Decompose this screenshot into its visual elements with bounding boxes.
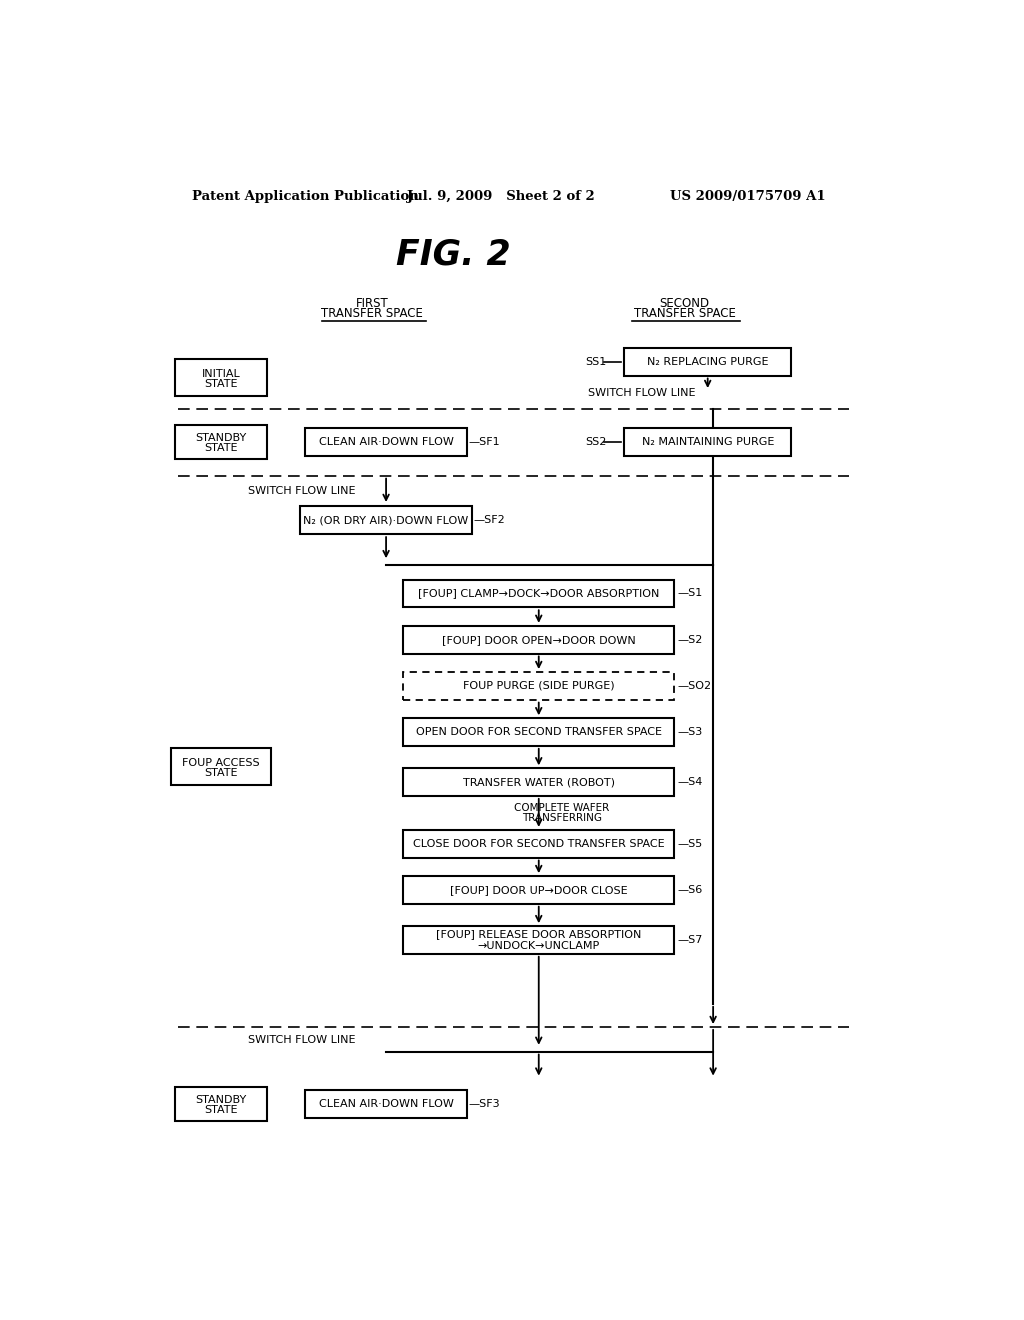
- Text: CLEAN AIR·DOWN FLOW: CLEAN AIR·DOWN FLOW: [318, 437, 454, 446]
- Text: COMPLETE WAFER: COMPLETE WAFER: [514, 804, 609, 813]
- Bar: [300, 507, 472, 535]
- Text: STATE: STATE: [204, 379, 238, 389]
- Bar: [403, 830, 675, 858]
- Text: SS2: SS2: [586, 437, 606, 446]
- Bar: [171, 748, 270, 785]
- Text: —S3: —S3: [678, 727, 702, 737]
- Bar: [403, 768, 675, 796]
- Text: STATE: STATE: [204, 444, 238, 453]
- Text: TRANSFER SPACE: TRANSFER SPACE: [322, 308, 423, 321]
- Text: INITIAL: INITIAL: [202, 370, 241, 379]
- Text: STANDBY: STANDBY: [196, 1096, 247, 1105]
- Text: Patent Application Publication: Patent Application Publication: [191, 190, 418, 203]
- Text: SS1: SS1: [586, 356, 606, 367]
- Text: [FOUP] DOOR UP→DOOR CLOSE: [FOUP] DOOR UP→DOOR CLOSE: [450, 884, 628, 895]
- Text: FIRST: FIRST: [355, 297, 388, 310]
- Text: US 2009/0175709 A1: US 2009/0175709 A1: [671, 190, 826, 203]
- Text: —SF2: —SF2: [474, 515, 506, 525]
- Bar: [175, 1088, 266, 1121]
- Text: Jul. 9, 2009   Sheet 2 of 2: Jul. 9, 2009 Sheet 2 of 2: [407, 190, 595, 203]
- Text: TRANSFER WATER (ROBOT): TRANSFER WATER (ROBOT): [463, 777, 614, 787]
- Bar: [175, 359, 266, 396]
- Text: SWITCH FLOW LINE: SWITCH FLOW LINE: [248, 486, 355, 496]
- Text: TRANSFERRING: TRANSFERRING: [522, 813, 602, 822]
- Text: —S7: —S7: [678, 935, 702, 945]
- Text: TRANSFER SPACE: TRANSFER SPACE: [634, 308, 735, 321]
- Text: —S1: —S1: [678, 589, 702, 598]
- Text: N₂ REPLACING PURGE: N₂ REPLACING PURGE: [647, 356, 768, 367]
- Text: SWITCH FLOW LINE: SWITCH FLOW LINE: [588, 388, 695, 399]
- Text: —SO2: —SO2: [678, 681, 712, 690]
- Text: STANDBY: STANDBY: [196, 433, 247, 444]
- Bar: [305, 1090, 467, 1118]
- Text: —S4: —S4: [678, 777, 702, 787]
- Text: FOUP ACCESS: FOUP ACCESS: [182, 758, 260, 768]
- Bar: [625, 428, 791, 455]
- Text: —S6: —S6: [678, 884, 702, 895]
- Text: FIG. 2: FIG. 2: [396, 238, 511, 272]
- Bar: [403, 579, 675, 607]
- Text: FOUP PURGE (SIDE PURGE): FOUP PURGE (SIDE PURGE): [463, 681, 614, 690]
- Text: STATE: STATE: [204, 768, 238, 777]
- Text: [FOUP] RELEASE DOOR ABSORPTION
→UNDOCK→UNCLAMP: [FOUP] RELEASE DOOR ABSORPTION →UNDOCK→U…: [436, 929, 641, 950]
- Text: STATE: STATE: [204, 1105, 238, 1115]
- Text: —S2: —S2: [678, 635, 702, 644]
- Bar: [403, 718, 675, 746]
- Text: N₂ MAINTAINING PURGE: N₂ MAINTAINING PURGE: [641, 437, 774, 446]
- Bar: [403, 876, 675, 904]
- Bar: [305, 428, 467, 455]
- Text: [FOUP] CLAMP→DOCK→DOOR ABSORPTION: [FOUP] CLAMP→DOCK→DOOR ABSORPTION: [418, 589, 659, 598]
- Text: —S5: —S5: [678, 838, 702, 849]
- Text: —SF1: —SF1: [468, 437, 500, 446]
- Text: —SF3: —SF3: [468, 1100, 500, 1109]
- Text: OPEN DOOR FOR SECOND TRANSFER SPACE: OPEN DOOR FOR SECOND TRANSFER SPACE: [416, 727, 662, 737]
- Text: [FOUP] DOOR OPEN→DOOR DOWN: [FOUP] DOOR OPEN→DOOR DOWN: [442, 635, 636, 644]
- Bar: [403, 626, 675, 653]
- Text: N₂ (OR DRY AIR)·DOWN FLOW: N₂ (OR DRY AIR)·DOWN FLOW: [303, 515, 469, 525]
- Bar: [403, 672, 675, 700]
- Text: SWITCH FLOW LINE: SWITCH FLOW LINE: [248, 1035, 355, 1045]
- Text: CLOSE DOOR FOR SECOND TRANSFER SPACE: CLOSE DOOR FOR SECOND TRANSFER SPACE: [413, 838, 665, 849]
- Bar: [403, 927, 675, 954]
- Bar: [175, 425, 266, 459]
- Text: CLEAN AIR·DOWN FLOW: CLEAN AIR·DOWN FLOW: [318, 1100, 454, 1109]
- Bar: [625, 348, 791, 376]
- Text: SECOND: SECOND: [659, 297, 710, 310]
